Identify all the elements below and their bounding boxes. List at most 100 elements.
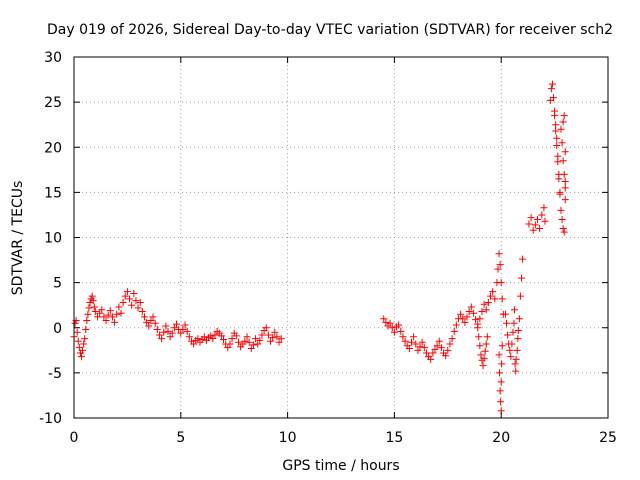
data-point <box>395 321 403 329</box>
data-point <box>399 333 407 341</box>
x-tick-label: 15 <box>385 430 403 446</box>
data-point <box>168 329 176 337</box>
data-point <box>401 337 409 345</box>
data-point <box>496 387 504 395</box>
data-point <box>277 335 285 343</box>
y-tick-label: 25 <box>44 95 62 111</box>
data-point <box>446 340 454 348</box>
data-point <box>232 332 240 340</box>
data-point <box>427 355 435 363</box>
data-point <box>495 369 503 377</box>
data-point <box>479 362 487 370</box>
data-point <box>422 349 430 357</box>
data-point <box>529 226 537 234</box>
data-point <box>108 313 116 321</box>
data-point <box>450 327 458 335</box>
data-point <box>514 335 522 343</box>
data-point <box>382 318 390 326</box>
y-tick-label: 20 <box>44 140 62 156</box>
data-point <box>557 206 565 214</box>
chart-title: Day 019 of 2026, Sidereal Day-to-day VTE… <box>47 22 613 38</box>
data-point <box>224 344 232 352</box>
data-point <box>177 329 185 337</box>
data-point <box>84 310 92 318</box>
data-point <box>495 351 503 359</box>
data-point <box>551 112 559 120</box>
data-point <box>469 309 477 317</box>
data-point <box>119 298 127 306</box>
x-tick-label: 25 <box>599 430 617 446</box>
data-point <box>517 274 525 282</box>
data-point <box>554 158 562 166</box>
data-point <box>271 328 279 336</box>
data-point <box>252 335 260 343</box>
data-point <box>559 224 567 232</box>
data-point <box>512 367 520 375</box>
data-point <box>418 338 426 346</box>
data-point <box>390 328 398 336</box>
data-point <box>386 319 394 327</box>
data-point <box>559 157 567 165</box>
data-point <box>534 215 542 223</box>
data-point <box>405 345 413 353</box>
data-point <box>245 338 253 346</box>
data-point <box>412 340 420 348</box>
data-point <box>498 342 506 350</box>
data-point <box>254 340 262 348</box>
data-point <box>170 324 178 332</box>
data-point <box>513 346 521 354</box>
data-point <box>143 318 151 326</box>
data-point <box>531 221 539 229</box>
data-point <box>262 324 270 332</box>
data-point <box>234 338 242 346</box>
y-tick-label: 10 <box>44 231 62 247</box>
data-point <box>561 184 569 192</box>
data-point <box>484 298 492 306</box>
data-point <box>508 340 516 348</box>
data-point <box>145 322 153 330</box>
data-point <box>548 80 556 88</box>
data-point <box>380 315 388 323</box>
data-point <box>200 333 208 341</box>
data-point <box>104 311 112 319</box>
data-point <box>126 295 134 303</box>
data-point <box>85 304 93 312</box>
data-point <box>275 338 283 346</box>
data-point <box>507 353 515 361</box>
data-point <box>559 118 567 126</box>
data-point <box>433 342 441 350</box>
data-point <box>459 315 467 323</box>
data-point <box>397 327 405 335</box>
data-point <box>481 347 489 355</box>
data-point <box>553 141 561 149</box>
data-point <box>416 343 424 351</box>
data-point <box>477 351 485 359</box>
data-point <box>547 85 555 93</box>
data-point <box>560 228 568 236</box>
data-point <box>181 321 189 329</box>
data-point <box>194 335 202 343</box>
data-point <box>100 313 108 321</box>
data-point <box>86 298 94 306</box>
data-point <box>164 327 172 335</box>
data-point <box>82 326 90 334</box>
y-tick-label: 30 <box>44 50 62 66</box>
data-point <box>183 327 191 335</box>
data-point <box>140 313 148 321</box>
data-point <box>541 217 549 225</box>
data-point <box>498 360 506 368</box>
data-point <box>501 310 509 318</box>
data-point <box>510 319 518 327</box>
data-point <box>91 308 99 316</box>
data-point <box>519 255 527 263</box>
data-point <box>491 295 499 303</box>
data-point <box>437 344 445 352</box>
x-axis-ticks: 0 5 10 15 20 25 <box>70 57 617 446</box>
data-point <box>80 340 88 348</box>
data-point <box>452 321 460 329</box>
data-point <box>153 326 161 334</box>
data-point <box>476 315 484 323</box>
data-point <box>480 354 488 362</box>
data-point <box>162 322 170 330</box>
